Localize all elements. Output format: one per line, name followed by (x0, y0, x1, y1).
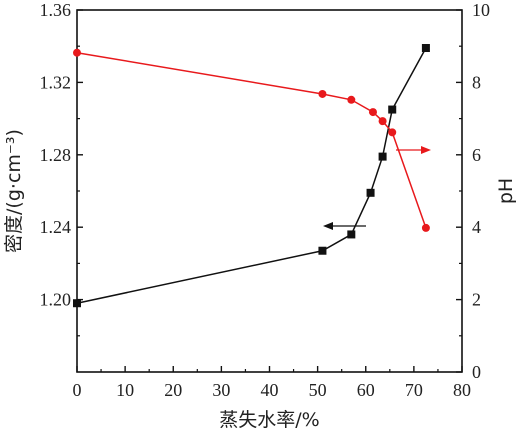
y-right-tick-label: 6 (472, 145, 481, 165)
y-right-tick-label: 4 (472, 217, 481, 237)
y-left-tick-label: 1.28 (40, 145, 72, 165)
series-right-point (378, 117, 387, 126)
series-right-point (347, 95, 356, 104)
plot-frame (76, 9, 463, 373)
y-axis-right-label: pH (495, 178, 517, 204)
series-left-point (347, 230, 356, 239)
y-right-tick-label: 0 (472, 362, 481, 382)
x-tick-label: 10 (116, 380, 134, 400)
left-axis-arrow-head (323, 222, 333, 230)
y-left-tick-label: 1.32 (40, 72, 72, 92)
series-left-point (73, 299, 81, 308)
y-right-tick-label: 8 (472, 72, 481, 92)
y-axis-left-label: 密度/(g·cm⁻³) (3, 129, 25, 253)
series-right-line (76, 51, 427, 229)
series-left-point (378, 152, 387, 161)
y-left-tick-label: 1.24 (40, 217, 72, 237)
series-left-line (76, 47, 427, 304)
x-axis-label: 蒸失水率/% (219, 409, 319, 431)
axes (76, 9, 463, 373)
series-right-point (73, 48, 81, 57)
x-tick-label: 30 (212, 380, 230, 400)
x-tick-label: 70 (405, 380, 423, 400)
series-right-point (421, 223, 430, 232)
y-right-tick-label: 10 (472, 0, 490, 20)
y-left-tick-label: 1.36 (40, 0, 72, 20)
series-left-point (366, 188, 375, 197)
series-left-point (421, 44, 430, 53)
x-tick-label: 20 (164, 380, 182, 400)
series-left-point (318, 246, 327, 255)
y-right-tick-label: 2 (472, 290, 481, 310)
series-left-point (388, 105, 397, 114)
right-axis-arrow-head (421, 146, 431, 154)
y-left-tick-label: 1.20 (40, 290, 72, 310)
series-right-point (318, 89, 327, 98)
series-right-point (388, 128, 397, 137)
x-tick-label: 0 (73, 380, 82, 400)
x-tick-label: 80 (453, 380, 471, 400)
x-tick-label: 40 (261, 380, 279, 400)
series (73, 44, 430, 308)
ticks: 0 10 20 30 40 50 60 70 80 1.20 1.24 1.28 1.32 1.36 0 2 4… (40, 0, 491, 400)
x-tick-label: 60 (357, 380, 375, 400)
x-tick-label: 50 (309, 380, 327, 400)
series-right-point (368, 108, 377, 117)
arrows (323, 146, 431, 230)
